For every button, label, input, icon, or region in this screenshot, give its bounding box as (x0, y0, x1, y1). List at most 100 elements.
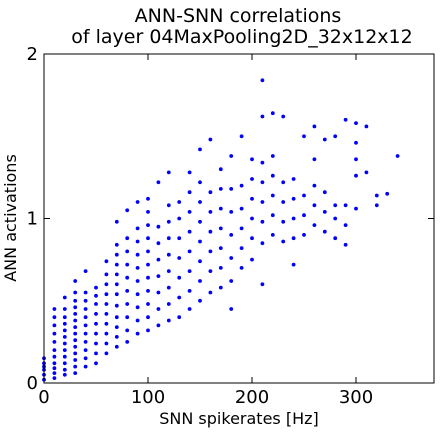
data-point (395, 154, 400, 158)
data-point (104, 351, 109, 356)
data-point (239, 226, 244, 231)
data-point (260, 114, 265, 119)
data-point (104, 292, 109, 297)
data-point (52, 348, 57, 352)
data-point (94, 321, 98, 326)
data-point (312, 157, 317, 162)
data-point (62, 361, 67, 366)
data-point (135, 292, 140, 297)
plot-frame (43, 53, 435, 384)
data-point (166, 203, 171, 208)
data-point (166, 285, 171, 290)
data-point (94, 331, 98, 336)
data-point (135, 318, 140, 323)
data-point (187, 190, 192, 195)
data-point (114, 303, 119, 308)
data-point (208, 249, 213, 254)
y-tick-label: 2 (27, 44, 38, 65)
data-point (229, 233, 234, 237)
data-point (146, 262, 150, 267)
data-point (73, 344, 78, 349)
data-point (166, 170, 171, 175)
data-point (260, 219, 265, 224)
data-point (187, 289, 192, 293)
data-point (52, 331, 57, 336)
data-point (198, 279, 202, 283)
x-tick-label: 0 (38, 387, 49, 408)
data-point (218, 285, 223, 290)
data-point (322, 137, 327, 142)
data-point (52, 371, 57, 375)
data-point (62, 295, 67, 300)
data-point (94, 312, 98, 316)
data-point (187, 307, 192, 311)
data-point (302, 233, 306, 237)
data-point (73, 298, 78, 303)
data-point (187, 249, 192, 254)
data-point (208, 190, 213, 195)
data-point (73, 364, 78, 369)
data-point (146, 196, 150, 201)
data-point (187, 229, 192, 234)
data-point (322, 229, 327, 234)
data-point (385, 191, 390, 196)
data-point (343, 223, 348, 228)
data-point (198, 219, 202, 224)
data-point (208, 229, 213, 234)
data-point (146, 223, 150, 228)
data-point (104, 312, 109, 316)
data-point (343, 203, 348, 208)
data-point (146, 315, 150, 320)
data-point (104, 321, 109, 326)
data-point (218, 226, 223, 231)
data-point (114, 219, 119, 224)
x-axis-label: SNN spikerates [Hz] (159, 409, 319, 428)
data-point (62, 321, 67, 326)
data-point (333, 134, 338, 139)
data-point (73, 351, 78, 356)
data-point (135, 239, 140, 244)
data-point (104, 341, 109, 346)
data-point (198, 200, 202, 204)
data-point (187, 210, 192, 214)
data-point (270, 111, 275, 116)
data-point (135, 252, 140, 257)
data-point (166, 302, 171, 306)
data-point (62, 348, 67, 352)
data-point (62, 335, 67, 339)
data-point (333, 236, 338, 241)
data-point (281, 219, 286, 224)
data-point (146, 275, 150, 280)
data-point (83, 269, 88, 273)
data-point (125, 262, 130, 267)
data-point (135, 266, 140, 270)
data-point (135, 226, 140, 231)
data-point (354, 206, 358, 211)
chart-title-line-2: of layer 04MaxPooling2D_32x12x12 (71, 26, 412, 48)
data-point (198, 239, 202, 244)
data-point (73, 338, 78, 343)
data-point (73, 331, 78, 336)
data-point (239, 246, 244, 251)
data-point (62, 372, 67, 377)
data-point (135, 305, 140, 310)
data-point (125, 275, 130, 280)
data-point (198, 147, 202, 152)
data-point (156, 323, 161, 328)
data-point (250, 157, 254, 162)
data-point (218, 167, 223, 172)
data-point (291, 196, 296, 201)
y-axis-label: ANN activations (1, 154, 20, 282)
data-point (250, 177, 254, 181)
data-point (114, 242, 119, 247)
data-point (62, 341, 67, 346)
data-point (333, 203, 338, 208)
data-point (177, 236, 182, 241)
data-point (62, 367, 67, 372)
data-point (114, 252, 119, 257)
data-point (104, 282, 109, 287)
data-point (135, 279, 140, 283)
data-point (156, 241, 161, 246)
data-point (260, 78, 265, 83)
data-point (343, 117, 348, 122)
